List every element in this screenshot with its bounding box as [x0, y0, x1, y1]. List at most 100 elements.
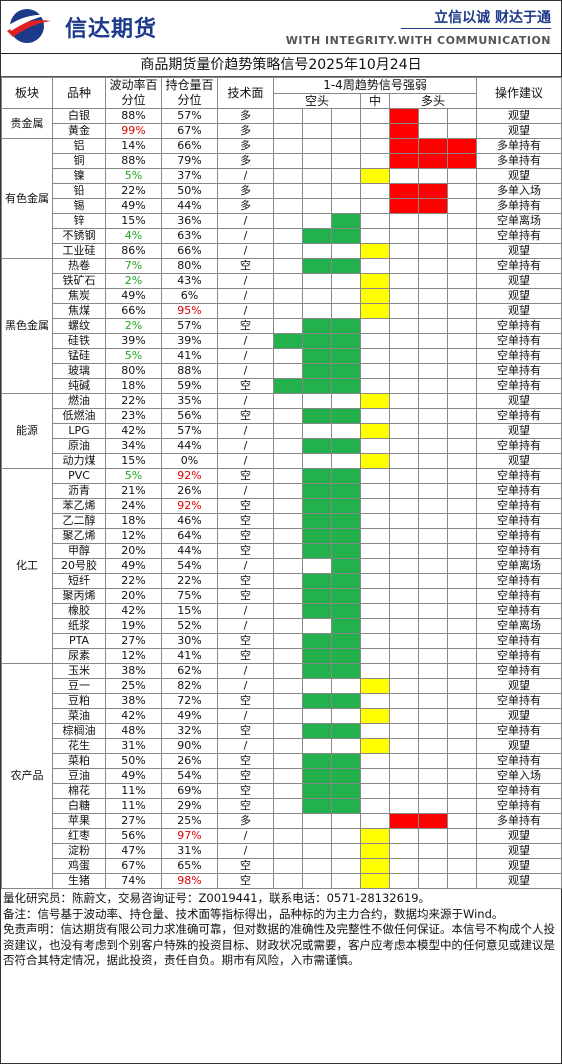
- signal-cell: [418, 483, 448, 499]
- signal-cell: [273, 183, 303, 199]
- signal-cell: [389, 243, 419, 259]
- operation-advice: 观望: [476, 858, 562, 874]
- operation-advice: 观望: [476, 303, 562, 319]
- signal-cell: [446, 528, 478, 544]
- technical-signal: /: [217, 363, 274, 379]
- technical-signal: 空: [217, 783, 274, 799]
- signal-cell: [273, 798, 303, 814]
- signal-cell: [360, 333, 390, 349]
- signal-cell: [331, 813, 361, 829]
- technical-signal: /: [217, 738, 274, 754]
- variety-name: 黄金: [52, 123, 106, 139]
- open-interest-percentile: 39%: [161, 333, 218, 349]
- variety-name: 花生: [52, 738, 106, 754]
- signal-cell: [360, 828, 390, 844]
- table-row: 贵金属 白银 88% 57% 多观望: [1, 108, 562, 139]
- signal-cell: [273, 123, 303, 139]
- variety-name: 聚乙烯: [52, 528, 106, 544]
- col-technical: 技术面: [217, 77, 274, 109]
- sector-label: 农产品: [1, 663, 53, 889]
- signal-cell: [446, 333, 478, 349]
- signal-cell: [389, 633, 419, 649]
- signal-cell: [360, 603, 390, 619]
- signal-cell: [273, 603, 303, 619]
- signal-cell: [446, 603, 478, 619]
- signal-cell: [273, 858, 303, 874]
- signal-cell: [360, 618, 390, 634]
- table-row: 铜 88% 79% 多 多单持有: [2, 153, 562, 169]
- signal-cell: [389, 723, 419, 739]
- signal-cell: [418, 828, 448, 844]
- brand-header: 信达期货 立信以诚 财达于通 WITH INTEGRITY.WITH COMMU…: [1, 1, 561, 54]
- signal-cell: [418, 693, 448, 709]
- technical-signal: /: [217, 273, 274, 289]
- open-interest-percentile: 6%: [161, 288, 218, 304]
- signal-cell: [446, 213, 478, 229]
- signal-cell: [360, 798, 390, 814]
- open-interest-percentile: 54%: [161, 558, 218, 574]
- signal-cell: [446, 828, 478, 844]
- signal-cell: [446, 843, 478, 859]
- signal-cell: [331, 708, 361, 724]
- variety-name: 红枣: [52, 828, 106, 844]
- signal-cell: [389, 858, 419, 874]
- signal-cell: [389, 873, 419, 889]
- technical-signal: /: [217, 228, 274, 244]
- signal-cell: [273, 213, 303, 229]
- brand-name: 信达期货: [65, 17, 158, 42]
- signal-cell: [273, 228, 303, 244]
- variety-name: PTA: [52, 633, 106, 649]
- signal-cell: [302, 618, 332, 634]
- signal-cell: [302, 318, 332, 334]
- volatility-percentile: 39%: [105, 333, 162, 349]
- signal-cell: [273, 168, 303, 184]
- signal-cell: [418, 738, 448, 754]
- signal-cell: [302, 858, 332, 874]
- signal-cell: [389, 153, 419, 169]
- volatility-percentile: 5%: [105, 348, 162, 364]
- signal-cell: [331, 483, 361, 499]
- table-row: 豆油 49% 54% 空 空单入场: [2, 768, 562, 784]
- variety-name: 鸡蛋: [52, 858, 106, 874]
- operation-advice: 空单持有: [476, 483, 562, 499]
- table-row: 橡胶 42% 15% / 空单持有: [2, 603, 562, 619]
- signal-cell: [360, 498, 390, 514]
- signal-cell: [302, 363, 332, 379]
- signal-cell: [273, 423, 303, 439]
- signal-cell: [331, 798, 361, 814]
- open-interest-percentile: 95%: [161, 303, 218, 319]
- open-interest-percentile: 75%: [161, 588, 218, 604]
- signal-cell: [273, 153, 303, 169]
- signal-cell: [389, 123, 419, 139]
- volatility-percentile: 5%: [105, 168, 162, 184]
- header-row: 板块 品种 波动率百分位 持仓量百分位 技术面 1-4周趋势信号强弱 操作建议: [1, 77, 562, 109]
- signal-cell: [331, 453, 361, 469]
- operation-advice: 多单持有: [476, 153, 562, 169]
- open-interest-percentile: 43%: [161, 273, 218, 289]
- technical-signal: 空: [217, 573, 274, 589]
- signal-cell: [389, 108, 419, 124]
- signal-cell: [302, 498, 332, 514]
- volatility-percentile: 2%: [105, 273, 162, 289]
- operation-advice: 空单持有: [476, 633, 562, 649]
- signal-cell: [302, 138, 332, 154]
- signal-cell: [418, 753, 448, 769]
- signal-cell: [360, 198, 390, 214]
- signal-cell: [418, 153, 448, 169]
- volatility-percentile: 38%: [105, 663, 162, 679]
- signal-cell: [273, 843, 303, 859]
- signal-cell: [273, 483, 303, 499]
- signal-cell: [418, 573, 448, 589]
- operation-advice: 空单持有: [476, 498, 562, 514]
- signal-cell: [418, 408, 448, 424]
- table-row: 甲醇 20% 44% 空 空单持有: [2, 543, 562, 559]
- signal-cell: [418, 288, 448, 304]
- signal-cell: [273, 453, 303, 469]
- signal-cell: [418, 528, 448, 544]
- signal-cell: [331, 138, 361, 154]
- brand-tagline: WITH INTEGRITY.WITH COMMUNICATION: [285, 34, 551, 47]
- signal-cell: [418, 618, 448, 634]
- variety-name: 白银: [52, 108, 106, 124]
- signal-cell: [273, 438, 303, 454]
- variety-name: 热卷: [52, 258, 106, 274]
